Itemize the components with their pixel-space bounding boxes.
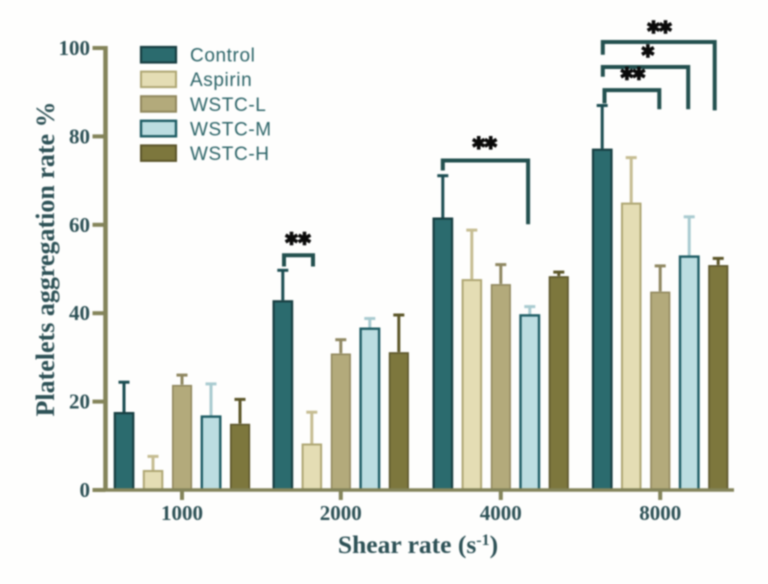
svg-text:4000: 4000 — [480, 501, 522, 525]
svg-text:Control: Control — [190, 46, 255, 67]
svg-text:Aspirin: Aspirin — [190, 70, 252, 91]
svg-text:100: 100 — [59, 36, 91, 60]
svg-text:WSTC-H: WSTC-H — [190, 144, 270, 165]
svg-text:WSTC-L: WSTC-L — [190, 95, 266, 116]
svg-text:60: 60 — [69, 213, 90, 237]
svg-text:8000: 8000 — [639, 501, 681, 525]
svg-text:Platelets aggregation rate %: Platelets aggregation rate % — [31, 101, 60, 416]
svg-text:Shear rate (s-1): Shear rate (s-1) — [338, 530, 498, 559]
svg-text:40: 40 — [69, 301, 90, 325]
svg-text:1000: 1000 — [161, 501, 203, 525]
svg-text:80: 80 — [69, 124, 90, 148]
svg-text:0: 0 — [80, 478, 91, 502]
svg-text:WSTC-M: WSTC-M — [190, 119, 272, 140]
svg-text:20: 20 — [69, 390, 90, 414]
svg-text:2000: 2000 — [320, 501, 362, 525]
